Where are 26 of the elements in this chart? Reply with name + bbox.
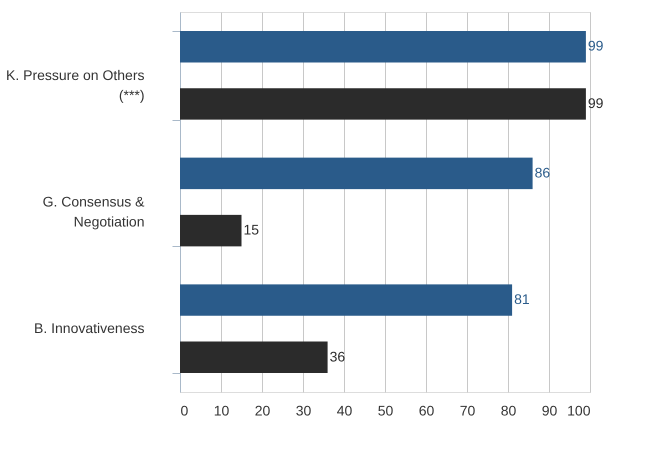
data-label: 15: [244, 222, 260, 238]
bar: [180, 31, 586, 62]
bar: [180, 284, 512, 316]
x-tick-label: 60: [418, 402, 434, 418]
x-tick-label: 40: [336, 402, 352, 418]
x-tick-label: 80: [500, 402, 516, 418]
y-tick-label: B. Innovativeness: [34, 320, 144, 336]
x-tick-label: 90: [542, 402, 558, 418]
x-tick-label: 70: [460, 402, 476, 418]
x-tick-label: 50: [378, 402, 394, 418]
data-label: 86: [534, 164, 550, 180]
x-tick-label: 20: [254, 402, 270, 418]
data-label: 81: [514, 291, 530, 308]
bar: [180, 214, 242, 246]
bar: [180, 88, 586, 120]
y-tick-label: G. Consensus & Negotiation: [42, 194, 146, 230]
data-label: 36: [330, 348, 346, 364]
x-tick-label: 30: [296, 402, 312, 418]
x-tick-label: 10: [214, 402, 230, 418]
y-tick-label: K. Pressure on Others (***): [6, 66, 144, 103]
bar: [180, 158, 533, 190]
data-label: 99: [588, 94, 604, 111]
x-tick-label: 0: [180, 402, 188, 418]
x-tick-label: 100: [567, 402, 591, 418]
data-label: 99: [588, 38, 604, 54]
bar: [180, 342, 328, 373]
